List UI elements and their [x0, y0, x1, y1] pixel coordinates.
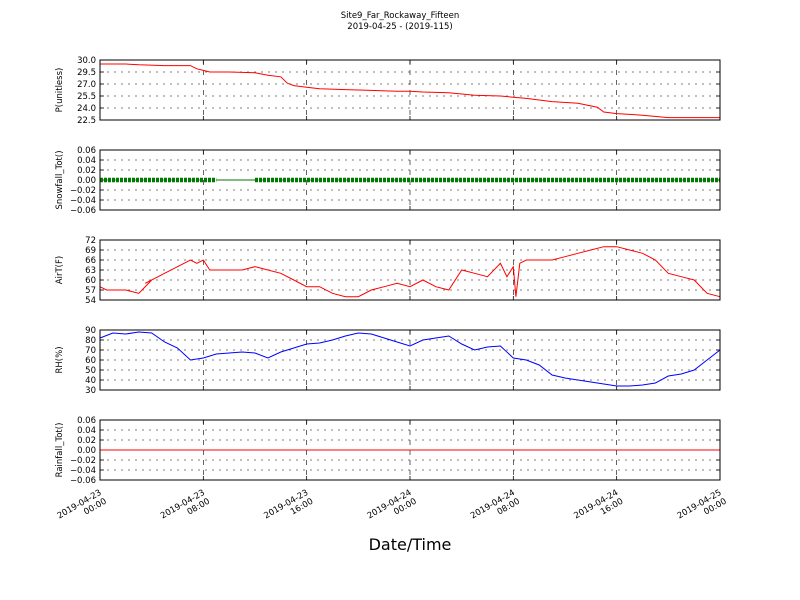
y-tick-label: 60 [85, 276, 96, 286]
panel-frame [99, 149, 721, 211]
panel-frame [99, 329, 721, 391]
y-tick-label: 0.06 [77, 146, 96, 156]
y-axis-label: Snowfall_Tot() [55, 150, 65, 209]
y-tick-label: 69 [85, 246, 96, 256]
y-tick-label: 0.04 [77, 156, 96, 166]
x-tick-label: 2019-04-2500:00 [676, 488, 729, 530]
y-tick-label: 66 [85, 256, 96, 266]
series-line [99, 331, 721, 387]
y-tick-label: 54 [85, 296, 96, 306]
y-tick-label: 0.02 [77, 166, 96, 176]
y-tick-label: 57 [85, 286, 96, 296]
y-tick-label: 0.02 [77, 436, 96, 446]
panel-frame [99, 239, 721, 301]
y-tick-label: 60 [85, 356, 96, 366]
y-tick-label: 72 [85, 236, 96, 246]
x-axis-label: Date/Time [369, 535, 452, 554]
y-tick-label: 27.0 [77, 80, 96, 90]
y-tick-label: 30.0 [77, 56, 96, 66]
y-axis-label: Rainfall_Tot() [55, 423, 65, 478]
y-tick-label: 90 [85, 326, 96, 336]
y-tick-label: 70 [85, 346, 96, 356]
panel-2: 0.060.040.020.00−0.02−0.04−0.06 Snowfall_… [55, 146, 721, 216]
series-line [99, 246, 721, 298]
y-tick-label: 63 [85, 266, 96, 276]
y-axis-label: AirT(F) [55, 256, 65, 284]
y-tick-label: −0.04 [70, 466, 96, 476]
x-tick-label: 2019-04-2416:00 [572, 488, 625, 530]
x-tick-label: 2019-04-2316:00 [262, 488, 315, 530]
chart-title: Site9_Far_Rockaway_Fifteen [341, 11, 460, 21]
y-tick-label: −0.04 [70, 196, 96, 206]
y-tick-label: 40 [85, 376, 96, 386]
y-tick-label: 80 [85, 336, 96, 346]
y-axis-label: P(unitless) [55, 68, 65, 113]
y-tick-label: 25.5 [77, 92, 96, 102]
panel-frame [99, 419, 721, 481]
y-tick-label: −0.06 [70, 206, 96, 216]
y-tick-label: 0.00 [77, 446, 96, 456]
x-tick-label: 2019-04-2408:00 [469, 488, 522, 530]
y-tick-label: 0.00 [77, 176, 96, 186]
y-tick-label: 24.0 [77, 104, 96, 114]
y-tick-label: 0.06 [77, 416, 96, 426]
y-tick-label: 0.04 [77, 426, 96, 436]
y-tick-label: −0.02 [70, 186, 96, 196]
panel-1: 30.0 29.5 27.0 25.5 24.0 22.5 P(unitless) [55, 56, 721, 126]
x-tick-label: 2019-04-2308:00 [159, 488, 212, 530]
panel-frame [99, 59, 721, 121]
y-axis-label: RH(%) [55, 346, 65, 373]
series-line [100, 63, 720, 119]
chart-subtitle: 2019-04-25 - (2019-115) [347, 22, 452, 32]
x-tick-label: 2019-04-2300:00 [56, 488, 109, 530]
y-tick-label: −0.02 [70, 456, 96, 466]
x-axis-tick-labels: 2019-04-2300:00 2019-04-2308:00 2019-04-23… [56, 488, 729, 530]
y-tick-label: 30 [85, 386, 96, 396]
y-tick-label: −0.06 [70, 476, 96, 486]
y-tick-label: 50 [85, 366, 96, 376]
chart-panels: 30.029.527.025.524.022.5P(unitless)0.060… [55, 56, 721, 486]
x-tick-label: 2019-04-2400:00 [366, 488, 419, 530]
y-tick-label: 22.5 [77, 116, 96, 126]
panel-5: 0.060.040.020.00−0.02−0.04−0.06 Rainfall_… [55, 416, 721, 486]
y-tick-label: 29.5 [77, 68, 96, 78]
